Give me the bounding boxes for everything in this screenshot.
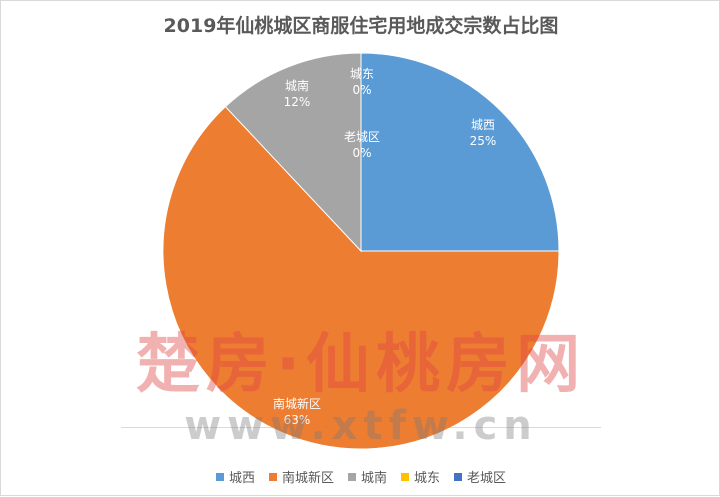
legend-label: 城东: [414, 471, 441, 486]
legend-item: 城东: [401, 467, 440, 486]
legend-item: 城西: [215, 467, 255, 486]
legend-label: 老城区: [467, 471, 507, 486]
slice-label-value: 0%: [352, 146, 371, 160]
slice-label-category: 城西: [471, 118, 495, 132]
legend-item: 城南: [347, 467, 387, 486]
slice-label-category: 城南: [285, 78, 309, 93]
slice-label-value: 0%: [352, 83, 371, 97]
legend-item: 老城区: [454, 467, 506, 486]
legend: 城西 南城新区 城南 城东 老城区: [1, 467, 720, 486]
legend-item: 南城新区: [268, 467, 334, 486]
legend-label: 城南: [360, 471, 387, 486]
slice-label-category: 老城区: [344, 130, 380, 144]
legend-swatch: [401, 472, 409, 481]
slice-label-category: 城东: [350, 67, 374, 81]
pie-slice-1: [360, 52, 560, 252]
legend-label: 南城新区: [281, 471, 334, 486]
chart-title: 2019年仙桃城区商服住宅用地成交宗数占比图: [163, 15, 559, 37]
slice-label-category: 南城新区: [273, 396, 321, 411]
legend-swatch: [215, 472, 224, 481]
slice-label-value: 25%: [470, 134, 497, 148]
slice-label-value: 63%: [284, 413, 311, 427]
slice-label-value: 12%: [284, 95, 311, 109]
legend-swatch: [454, 472, 463, 481]
legend-swatch: [347, 472, 356, 481]
legend-label: 城西: [228, 471, 255, 486]
legend-swatch: [268, 472, 277, 481]
pie-slice-2: [162, 105, 560, 450]
pie-slice-3: [224, 52, 362, 253]
watermark-underline: [121, 427, 601, 428]
